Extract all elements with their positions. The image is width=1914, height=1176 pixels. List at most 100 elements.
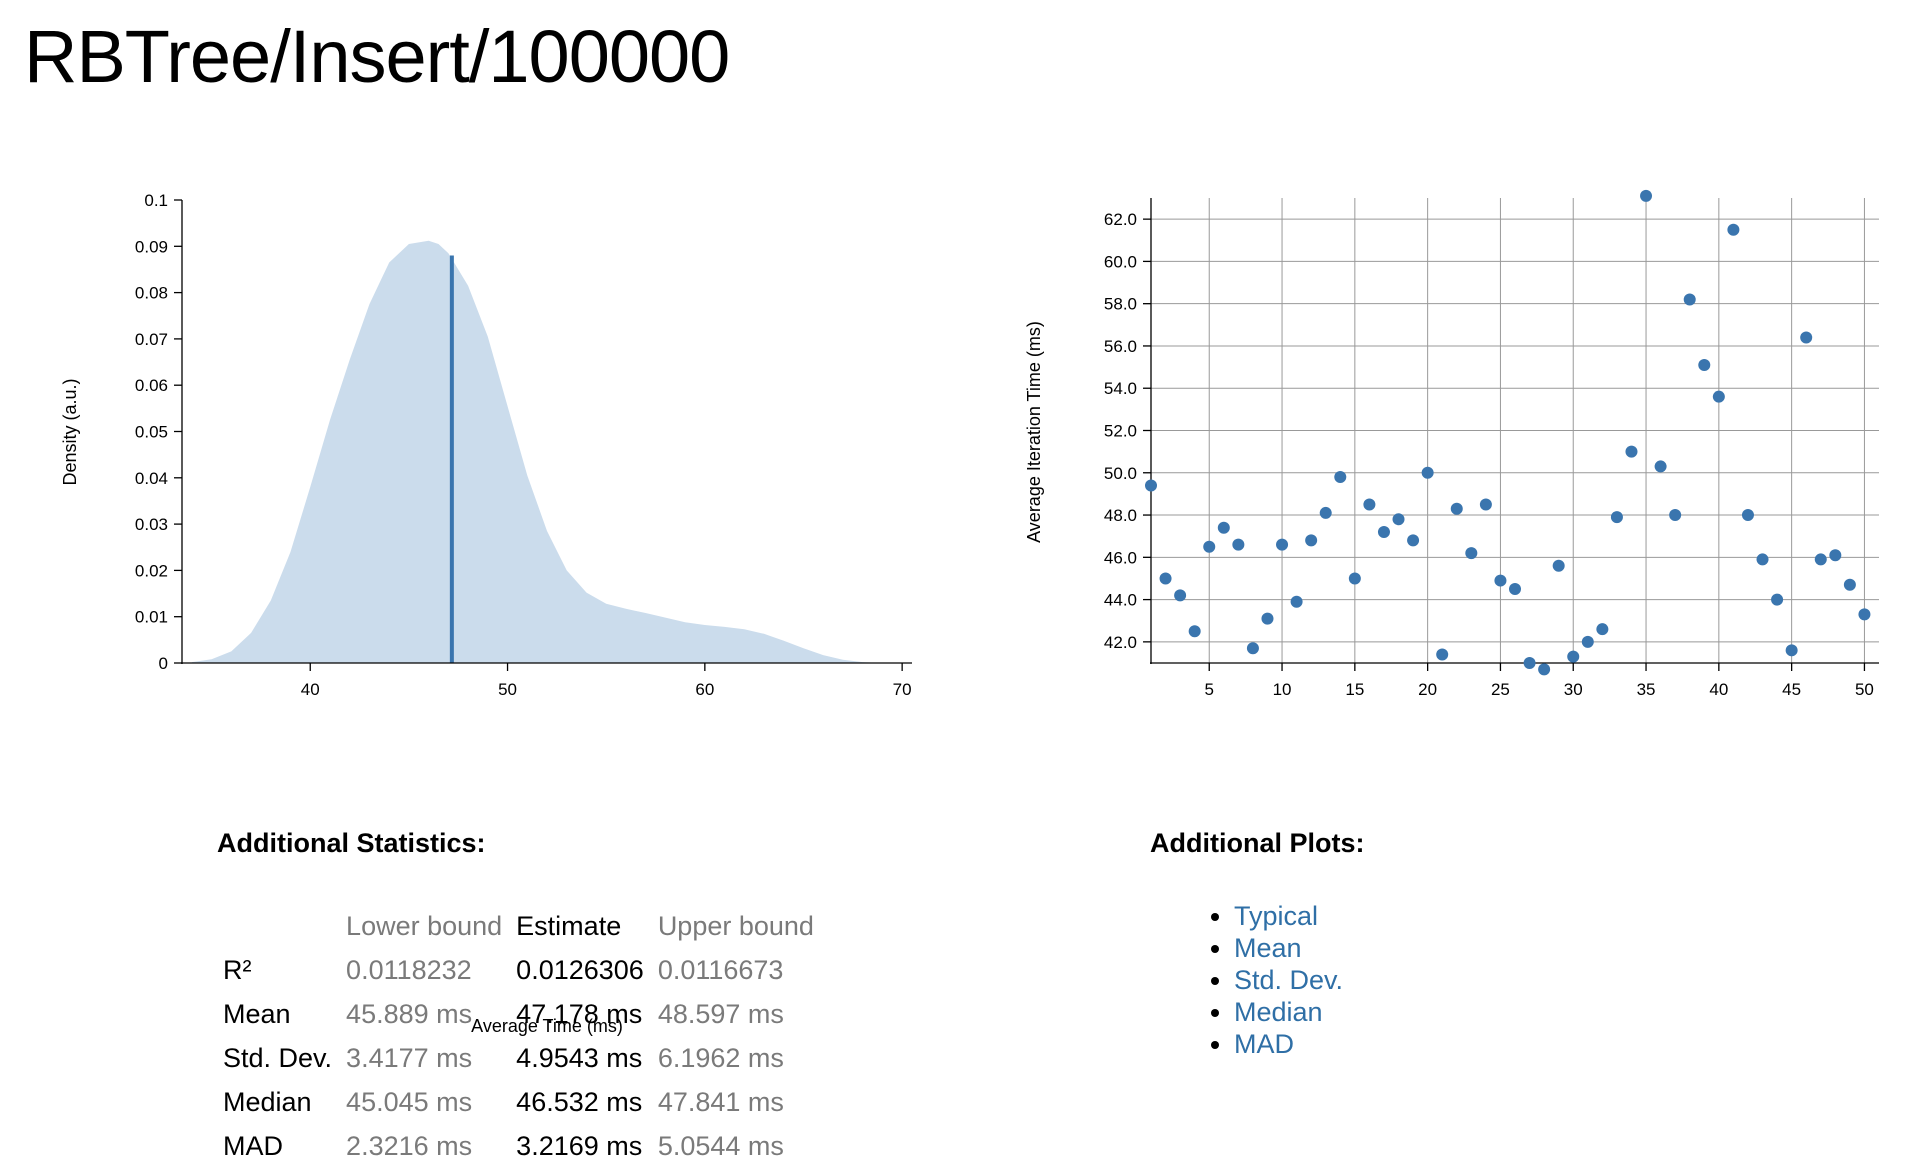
header-upper-bound: Upper bound (657, 910, 814, 941)
mean-plot-link[interactable]: Mean (1234, 933, 1302, 963)
stat-estimate: 3.2169 ms (516, 1130, 643, 1161)
stat-lower: 45.889 ms (346, 998, 473, 1029)
median-plot-link[interactable]: Median (1234, 997, 1323, 1027)
data-point (1494, 574, 1507, 587)
data-point (1741, 509, 1754, 522)
x-tick-label: 35 (1637, 680, 1656, 699)
data-point (1538, 663, 1551, 676)
table-row: Median 45.045 ms 46.532 ms 47.841 ms (217, 1080, 822, 1124)
data-point (1377, 525, 1390, 538)
x-tick-label: 10 (1273, 680, 1292, 699)
additional-plots: Additional Plots: Typical Mean Std. Dev.… (1150, 828, 1365, 1059)
data-point (1771, 593, 1784, 606)
statistics-heading: Additional Statistics: (217, 828, 486, 858)
data-point (1407, 534, 1420, 547)
std-dev-plot-link[interactable]: Std. Dev. (1234, 965, 1344, 995)
page-title: RBTree/Insert/100000 (24, 15, 730, 98)
stat-lower: 3.4177 ms (346, 1042, 473, 1073)
data-point (1785, 644, 1798, 657)
stat-lower: 0.0118232 (346, 954, 472, 985)
data-point (1392, 513, 1405, 526)
y-tick-label: 0.08 (135, 284, 168, 303)
y-tick-label: 48.0 (1104, 506, 1137, 525)
data-point (1727, 223, 1740, 236)
data-point (1610, 511, 1623, 524)
x-tick-label: 50 (498, 680, 517, 699)
table-row: MAD 2.3216 ms 3.2169 ms 5.0544 ms (217, 1124, 822, 1168)
density-area (191, 240, 883, 663)
stat-upper: 48.597 ms (657, 998, 784, 1029)
stat-label: Mean (223, 998, 291, 1029)
header-lower-bound: Lower bound (346, 910, 503, 941)
data-point (1319, 506, 1332, 519)
data-point (1450, 502, 1463, 515)
plots-link-list: Typical Mean Std. Dev. Median MAD (1202, 900, 1343, 1060)
y-tick-label: 0.06 (135, 376, 168, 395)
data-point (1188, 625, 1201, 638)
list-item: Typical (1234, 900, 1343, 932)
stat-estimate: 0.0126306 (516, 954, 644, 985)
data-point (1479, 498, 1492, 511)
data-point (1669, 509, 1682, 522)
x-tick-label: 25 (1491, 680, 1510, 699)
y-tick-label: 0.07 (135, 330, 168, 349)
data-point (1246, 642, 1259, 655)
header-estimate: Estimate (516, 910, 622, 941)
x-tick-label: 20 (1418, 680, 1437, 699)
stat-upper: 6.1962 ms (657, 1042, 784, 1073)
y-tick-label: 56.0 (1104, 337, 1137, 356)
data-point (1596, 623, 1609, 636)
iteration-scatter-chart: 42.0 44.0 46.0 48.0 50.0 52.0 54.0 56.0 58.0 60.0… (1024, 189, 1879, 699)
data-point (1756, 553, 1769, 566)
data-point (1261, 612, 1274, 625)
typical-plot-link[interactable]: Typical (1234, 901, 1319, 931)
data-point (1858, 608, 1871, 621)
y-tick-label: 54.0 (1104, 379, 1137, 398)
data-point (1523, 657, 1536, 669)
table-row: Mean 45.889 ms 47.178 ms 48.597 ms (217, 992, 822, 1036)
y-tick-label: 0.03 (135, 515, 168, 534)
y-tick-label: 0.1 (144, 191, 168, 210)
stat-estimate: 47.178 ms (516, 998, 643, 1029)
x-tick-label: 60 (695, 680, 714, 699)
data-point (1232, 538, 1245, 551)
list-item: Std. Dev. (1234, 964, 1343, 996)
y-axis-title: Density (a.u.) (60, 378, 80, 485)
list-item: MAD (1234, 1028, 1343, 1060)
data-point (1640, 189, 1653, 202)
y-tick-label: 44.0 (1104, 591, 1137, 610)
y-tick-label: 62.0 (1104, 210, 1137, 229)
mad-plot-link[interactable]: MAD (1234, 1029, 1294, 1059)
x-tick-label: 15 (1345, 680, 1364, 699)
statistics-table: Lower bound Estimate Upper bound R² 0.01… (217, 904, 822, 1168)
stat-lower: 2.3216 ms (346, 1130, 473, 1161)
data-point (1843, 578, 1856, 591)
data-point (1436, 648, 1449, 661)
x-axis-title: Average Time (ms) (471, 1016, 623, 1036)
plots-heading: Additional Plots: (1150, 828, 1365, 858)
data-point (1276, 538, 1289, 551)
stat-upper: 5.0544 ms (657, 1130, 784, 1161)
x-tick-label: 50 (1855, 680, 1874, 699)
stat-lower: 45.045 ms (346, 1086, 473, 1117)
stat-upper: 47.841 ms (657, 1086, 784, 1117)
stat-label: MAD (223, 1130, 283, 1161)
y-axis-title: Average Iteration Time (ms) (1024, 321, 1044, 543)
x-tick-label: 30 (1564, 680, 1583, 699)
data-point (1567, 650, 1580, 663)
data-point (1334, 471, 1347, 483)
header-label (217, 904, 340, 948)
data-point (1305, 534, 1318, 547)
x-tick-label: 45 (1782, 680, 1801, 699)
data-point (1625, 445, 1638, 458)
data-point (1217, 521, 1230, 534)
y-tick-label: 0.01 (135, 608, 168, 627)
data-point (1552, 559, 1565, 572)
y-tick-label: 52.0 (1104, 422, 1137, 441)
data-point (1465, 547, 1478, 560)
list-item: Median (1234, 996, 1343, 1028)
data-point (1712, 390, 1725, 403)
y-tick-label: 42.0 (1104, 633, 1137, 652)
y-tick-label: 0.02 (135, 561, 168, 580)
data-point (1421, 466, 1434, 479)
